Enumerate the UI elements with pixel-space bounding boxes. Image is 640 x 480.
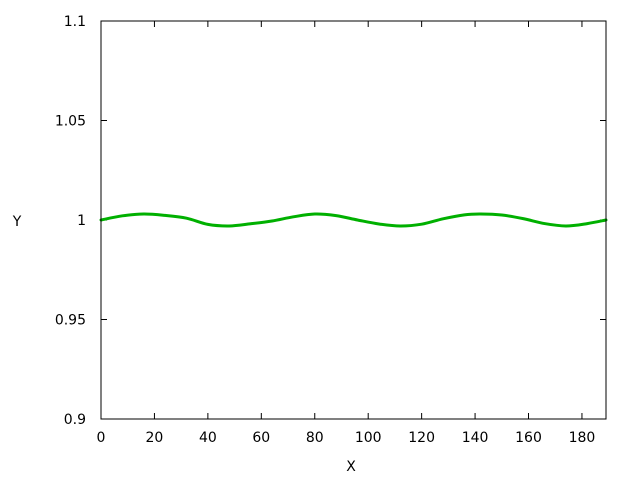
- x-tick-label: 0: [97, 430, 106, 446]
- x-tick-label: 180: [569, 430, 596, 446]
- x-tick-label: 80: [306, 430, 324, 446]
- x-tick-label: 120: [408, 430, 435, 446]
- y-tick-label: 1: [77, 213, 86, 229]
- x-tick-label: 40: [199, 430, 217, 446]
- x-tick-label: 160: [515, 430, 542, 446]
- y-axis-label: Y: [12, 214, 22, 230]
- x-tick-label: 60: [252, 430, 270, 446]
- x-tick-label: 20: [146, 430, 164, 446]
- x-axis-ticks: 0 20 40 60 80 100 120 140 160 180: [97, 21, 596, 446]
- y-tick-label: 0.9: [64, 412, 86, 428]
- plot-frame: [100, 20, 607, 420]
- y-axis-ticks: 0.9 0.95 1 1.05 1.1: [55, 14, 606, 428]
- y-tick-label: 1.1: [64, 14, 86, 30]
- x-tick-label: 140: [462, 430, 489, 446]
- series-line: [99, 212, 608, 228]
- y-tick-label: 0.95: [55, 313, 86, 329]
- x-axis-label: X: [346, 459, 356, 475]
- y-tick-label: 1.05: [55, 114, 86, 130]
- x-tick-label: 100: [355, 430, 382, 446]
